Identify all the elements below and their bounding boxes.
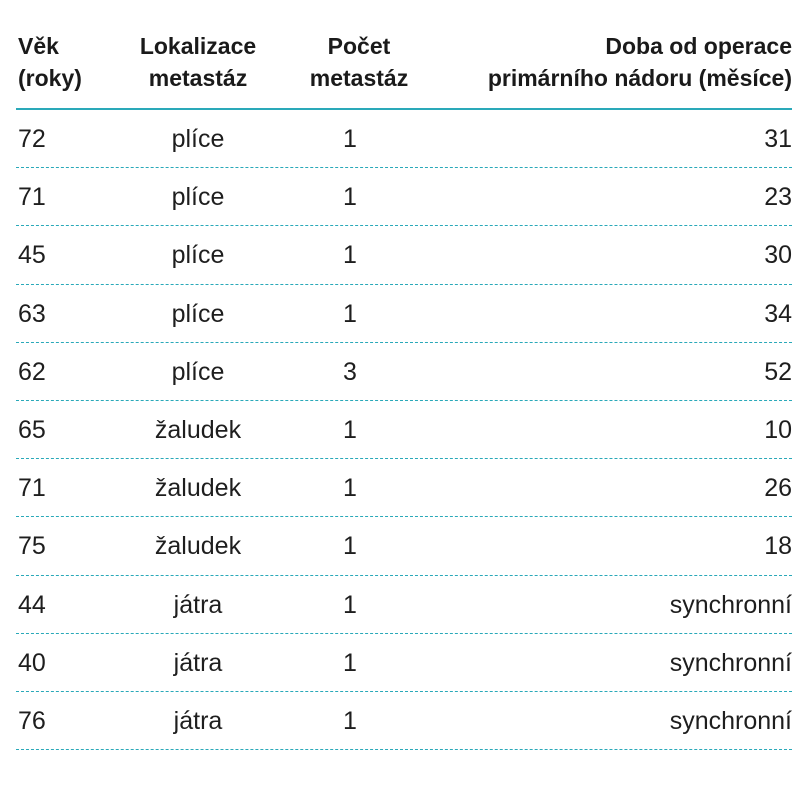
cell-count: 1 xyxy=(343,125,357,153)
cell-location: plíce xyxy=(171,183,225,212)
cell-count: 1 xyxy=(343,183,357,212)
cell-location: játra xyxy=(173,648,223,677)
cell-age: 62 xyxy=(18,357,46,386)
header-age: Věk (roky) xyxy=(18,30,82,94)
header-time-line1: Doba od operace xyxy=(605,33,792,59)
cell-time: 23 xyxy=(764,183,792,212)
cell-count: 1 xyxy=(343,474,357,503)
cell-age: 65 xyxy=(18,415,46,444)
cell-location: plíce xyxy=(171,299,225,328)
cell-time: 31 xyxy=(764,125,792,153)
cell-time: 26 xyxy=(764,474,792,503)
cell-location: plíce xyxy=(171,357,225,386)
cell-age: 45 xyxy=(18,241,46,270)
cell-location: žaludek xyxy=(154,474,242,503)
table-header: Věk (roky) Lokalizace metastáz Počet met… xyxy=(16,28,792,110)
header-count-line1: Počet xyxy=(327,33,391,59)
header-location: Lokalizace metastáz xyxy=(128,30,268,94)
cell-location: plíce xyxy=(171,125,225,153)
cell-count: 1 xyxy=(343,590,357,619)
header-count-line2: metastáz xyxy=(309,65,409,91)
table-row: 72 plíce 1 31 xyxy=(16,110,792,169)
table-row: 71 žaludek 1 26 xyxy=(16,459,792,518)
table-row: 76 játra 1 synchronní xyxy=(16,692,792,751)
cell-count: 1 xyxy=(343,706,357,735)
cell-age: 72 xyxy=(18,125,46,153)
cell-time: 34 xyxy=(764,299,792,328)
header-age-line1: Věk xyxy=(18,33,59,59)
cell-age: 71 xyxy=(18,474,46,503)
cell-time: 18 xyxy=(764,532,792,561)
header-age-line2: (roky) xyxy=(18,65,82,91)
header-count: Počet metastáz xyxy=(294,30,424,94)
header-time-line2: primárního nádoru (měsíce) xyxy=(487,65,792,91)
header-location-line2: metastáz xyxy=(148,65,248,91)
cell-location: játra xyxy=(173,706,223,735)
cell-count: 1 xyxy=(343,241,357,270)
cell-location: plíce xyxy=(171,241,225,270)
cell-count: 1 xyxy=(343,299,357,328)
table-row: 63 plíce 1 34 xyxy=(16,285,792,343)
cell-age: 71 xyxy=(18,183,46,212)
cell-time: synchronní xyxy=(669,590,792,619)
table-row: 62 plíce 3 52 xyxy=(16,343,792,401)
header-location-line1: Lokalizace xyxy=(139,33,257,59)
table-row: 75 žaludek 1 18 xyxy=(16,517,792,576)
cell-age: 75 xyxy=(18,532,46,561)
table-row: 40 játra 1 synchronní xyxy=(16,634,792,692)
cell-age: 44 xyxy=(18,590,46,619)
cell-time: 52 xyxy=(764,357,792,386)
table-body: 72 plíce 1 31 71 plíce 1 23 45 plíce 1 3… xyxy=(16,110,792,751)
cell-count: 1 xyxy=(343,648,357,677)
cell-age: 40 xyxy=(18,648,46,677)
cell-count: 1 xyxy=(343,415,357,444)
cell-age: 76 xyxy=(18,706,46,735)
cell-location: játra xyxy=(173,590,223,619)
cell-location: žaludek xyxy=(154,532,242,561)
cell-age: 63 xyxy=(18,299,46,328)
table-row: 45 plíce 1 30 xyxy=(16,226,792,285)
cell-count: 1 xyxy=(343,532,357,561)
metastasis-table: Věk (roky) Lokalizace metastáz Počet met… xyxy=(16,28,792,751)
table-row: 65 žaludek 1 10 xyxy=(16,401,792,460)
cell-time: synchronní xyxy=(669,648,792,677)
table-row: 44 játra 1 synchronní xyxy=(16,576,792,634)
cell-time: 30 xyxy=(764,241,792,270)
cell-time: 10 xyxy=(764,415,792,444)
header-time: Doba od operace primárního nádoru (měsíc… xyxy=(488,30,792,94)
cell-location: žaludek xyxy=(154,415,242,444)
cell-time: synchronní xyxy=(669,706,792,735)
cell-count: 3 xyxy=(343,357,357,386)
table-row: 71 plíce 1 23 xyxy=(16,168,792,227)
